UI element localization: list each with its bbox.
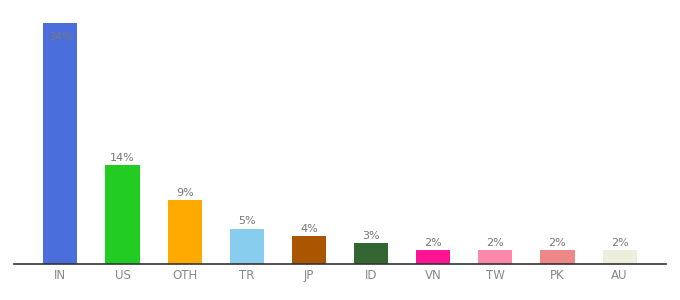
Text: 9%: 9%: [175, 188, 194, 198]
Text: 2%: 2%: [424, 238, 442, 248]
Text: 2%: 2%: [486, 238, 505, 248]
Bar: [292, 236, 326, 264]
Bar: [230, 229, 264, 264]
Bar: [105, 165, 139, 264]
Bar: [602, 250, 636, 264]
Bar: [354, 243, 388, 264]
Text: 2%: 2%: [549, 238, 566, 248]
Text: 3%: 3%: [362, 231, 380, 241]
Bar: [541, 250, 575, 264]
Bar: [167, 200, 202, 264]
Text: 14%: 14%: [110, 153, 135, 163]
Text: 34%: 34%: [48, 32, 73, 42]
Text: 2%: 2%: [611, 238, 628, 248]
Bar: [478, 250, 513, 264]
Bar: [416, 250, 450, 264]
Text: 5%: 5%: [238, 217, 256, 226]
Text: 4%: 4%: [300, 224, 318, 233]
Bar: [44, 23, 78, 264]
